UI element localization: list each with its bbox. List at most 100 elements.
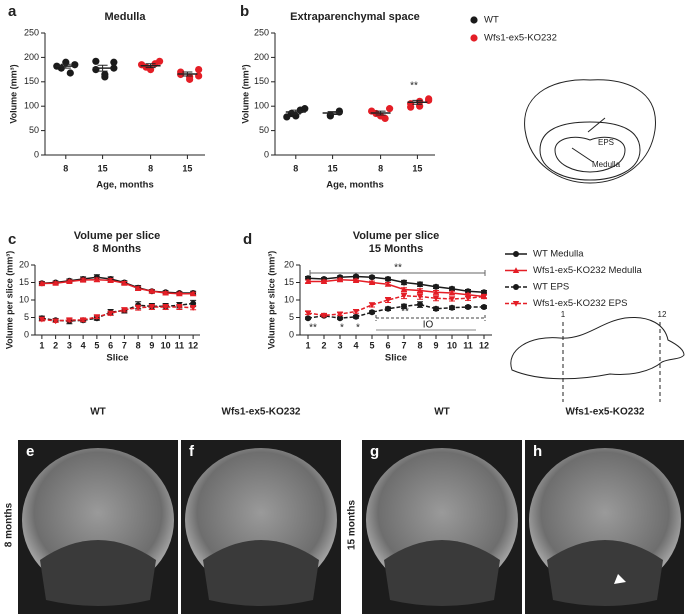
x-tick-label: 3 xyxy=(337,340,342,350)
marker xyxy=(79,317,87,324)
marker xyxy=(481,304,487,310)
y-tick-label: 100 xyxy=(24,101,39,111)
y-tick-label: 20 xyxy=(19,259,29,269)
x-tick-label: 9 xyxy=(149,340,154,350)
y-tick-label: 0 xyxy=(24,329,29,339)
x-tick-label: 8 xyxy=(378,163,383,173)
mri-images xyxy=(18,440,684,614)
x-tick-label: 8 xyxy=(148,163,153,173)
chart-title: Extraparenchymal space xyxy=(290,11,420,23)
x-tick-label: 12 xyxy=(188,340,198,350)
marker xyxy=(449,285,455,292)
marker xyxy=(134,305,142,311)
marker xyxy=(162,289,169,296)
y-tick-label: 250 xyxy=(24,27,39,37)
marker xyxy=(107,277,114,283)
x-tick-label: 10 xyxy=(447,340,457,350)
data-point xyxy=(92,66,100,74)
marker xyxy=(93,314,101,320)
marker xyxy=(369,274,375,281)
error-bar xyxy=(327,111,338,115)
marker xyxy=(336,276,344,283)
chart-title: Medulla xyxy=(105,11,147,23)
marker xyxy=(189,305,197,311)
y-axis-label: Volume (mm³) xyxy=(8,64,18,123)
x-axis-label: Slice xyxy=(106,353,128,364)
x-tick-label: 6 xyxy=(385,340,390,350)
bracket xyxy=(309,270,486,276)
data-point xyxy=(92,57,100,65)
marker xyxy=(481,289,487,296)
marker xyxy=(384,297,392,304)
marker xyxy=(352,277,360,283)
x-tick-label: 3 xyxy=(67,340,72,350)
mri-image xyxy=(18,440,178,614)
marker xyxy=(512,300,520,307)
data-point xyxy=(110,58,118,66)
data-point xyxy=(101,73,109,81)
marker xyxy=(52,318,59,325)
data-point xyxy=(335,108,343,116)
marker xyxy=(512,267,520,274)
marker xyxy=(304,278,312,285)
series-line xyxy=(308,278,485,298)
annotation: ** xyxy=(309,323,317,334)
x-tick-label: 5 xyxy=(94,340,99,350)
data-point xyxy=(407,103,415,111)
x-tick-label: 8 xyxy=(417,340,422,350)
y-tick-label: 150 xyxy=(24,76,39,86)
y-axis-label: Volume per slice (mm³) xyxy=(4,251,14,349)
x-tick-label: 2 xyxy=(53,340,58,350)
marker xyxy=(416,293,424,300)
x-tick-label: 7 xyxy=(401,340,406,350)
marker xyxy=(448,296,456,303)
marker xyxy=(433,305,439,312)
y-axis-label: Volume (mm³) xyxy=(240,64,250,123)
marker xyxy=(320,312,328,319)
marker xyxy=(433,283,439,290)
y-tick-label: 0 xyxy=(289,329,294,339)
data-point xyxy=(186,75,194,83)
x-tick-label: 8 xyxy=(293,163,298,173)
marker xyxy=(38,280,46,287)
legend-marker xyxy=(470,16,478,24)
series-line xyxy=(307,295,485,317)
error-bar xyxy=(412,99,423,105)
marker xyxy=(432,295,440,302)
marker xyxy=(368,279,376,286)
y-tick-label: 10 xyxy=(19,294,29,304)
legend-label: Wfs1-ex5-KO232 EPS xyxy=(533,298,628,309)
y-tick-label: 0 xyxy=(34,149,39,159)
column-header: Wfs1-ex5-KO232 xyxy=(222,407,301,418)
y-tick-label: 200 xyxy=(24,52,39,62)
chart-subtitle: 8 Months xyxy=(93,243,141,255)
column-header: Wfs1-ex5-KO232 xyxy=(566,407,645,418)
panel-letter: e xyxy=(26,443,34,460)
series-line xyxy=(307,303,484,319)
column-header: WT xyxy=(90,407,106,418)
mri-image xyxy=(181,440,341,614)
panel-letter: c xyxy=(8,231,16,248)
marker xyxy=(513,251,519,257)
y-tick-label: 200 xyxy=(254,52,269,62)
y-tick-label: 150 xyxy=(254,76,269,86)
slice-label: 1 xyxy=(561,310,566,319)
y-tick-label: 50 xyxy=(259,125,269,135)
marker xyxy=(513,284,519,290)
panel-letter: h xyxy=(533,443,542,460)
marker xyxy=(417,281,423,288)
marker xyxy=(336,311,344,318)
x-tick-label: 9 xyxy=(433,340,438,350)
x-tick-label: 1 xyxy=(39,340,44,350)
marker xyxy=(52,280,59,286)
error-bar xyxy=(60,63,71,69)
marker xyxy=(176,304,183,311)
marker xyxy=(189,290,197,297)
marker xyxy=(449,304,455,311)
y-tick-label: 20 xyxy=(284,259,294,269)
marker xyxy=(66,278,73,285)
row-header: 15 months xyxy=(347,500,358,550)
marker xyxy=(162,304,169,311)
marker xyxy=(337,315,343,322)
